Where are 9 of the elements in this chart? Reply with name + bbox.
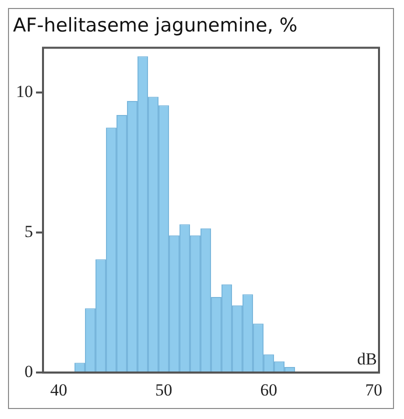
x-tick-label: 60 [260,380,278,400]
x-axis-title: dB [357,350,377,369]
y-tick-label: 10 [16,82,33,102]
x-tick-label: 70 [365,380,382,400]
chart-title: AF-helitaseme jagunemine, % [13,14,298,36]
x-tick-label: 40 [50,380,68,400]
x-tick-label: 50 [155,380,172,400]
y-tick-label: 0 [24,362,33,382]
y-tick-label: 5 [24,222,33,242]
